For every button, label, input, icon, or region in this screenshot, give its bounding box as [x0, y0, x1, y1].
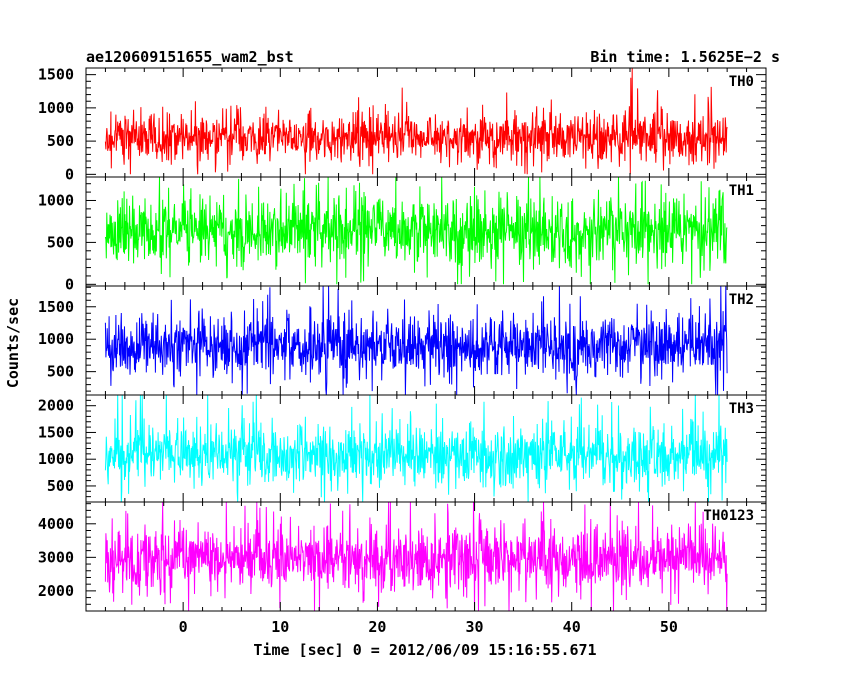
x-tick-label: 20	[368, 618, 386, 636]
series-th3-line	[104, 395, 728, 502]
panel-th1: 0 500 1000 TH1	[38, 176, 767, 293]
y-tick-label: 500	[47, 233, 74, 251]
panel-th0123: 2000 3000 4000 TH0123	[38, 501, 767, 612]
x-tick-label: 40	[563, 618, 581, 636]
series-th1-line	[104, 177, 728, 285]
series-th0123-line	[104, 502, 728, 611]
bin-time-label: Bin time: 1.5625E−2 s	[590, 48, 780, 66]
y-tick-label: 1000	[38, 99, 74, 117]
y-tick-label: 500	[47, 132, 74, 150]
panel-label-th0123: TH0123	[703, 508, 754, 524]
y-tick-label: 1500	[38, 66, 74, 84]
panel-label-th2: TH2	[729, 292, 754, 308]
panel-label-th3: TH3	[729, 401, 754, 417]
y-tick-label: 2000	[38, 582, 74, 600]
y-tick-label: 0	[65, 275, 74, 293]
y-tick-label: 2000	[38, 397, 74, 415]
y-tick-label: 0	[65, 165, 74, 183]
chart-title: ae120609151655_wam2_bst	[86, 48, 294, 66]
y-axis-label: Counts/sec	[4, 298, 22, 388]
series-th2-line	[104, 286, 728, 395]
panel-label-th0: TH0	[729, 74, 754, 90]
panel-label-th1: TH1	[729, 183, 754, 199]
y-tick-label: 1000	[38, 450, 74, 468]
x-tick-label: 30	[466, 618, 484, 636]
x-tick-label: 0	[179, 618, 188, 636]
y-tick-label: 1500	[38, 423, 74, 441]
series-th0-line	[104, 68, 728, 175]
panels-layer: 0 500 1000 1500 TH0 0 500 1000 TH1 500 1000 1500 TH2…	[38, 66, 767, 612]
y-tick-label: 4000	[38, 515, 74, 533]
x-axis-label: Time [sec] 0 = 2012/06/09 15:16:55.671	[253, 641, 596, 659]
panel-th0: 0 500 1000 1500 TH0	[38, 66, 767, 183]
y-tick-label: 500	[47, 363, 74, 381]
panel-frame	[85, 501, 767, 612]
y-tick-label: 1500	[38, 298, 74, 316]
x-tick-label: 10	[271, 618, 289, 636]
panel-th3: 500 1000 1500 2000 TH3	[38, 394, 767, 503]
x-tick-label: 50	[660, 618, 678, 636]
y-tick-label: 3000	[38, 548, 74, 566]
x-axis-ticks: 0 10 20 30 40 50	[179, 618, 678, 636]
panel-th2: 500 1000 1500 TH2	[38, 285, 767, 396]
y-tick-label: 1000	[38, 191, 74, 209]
y-tick-label: 1000	[38, 330, 74, 348]
y-tick-label: 500	[47, 477, 74, 495]
